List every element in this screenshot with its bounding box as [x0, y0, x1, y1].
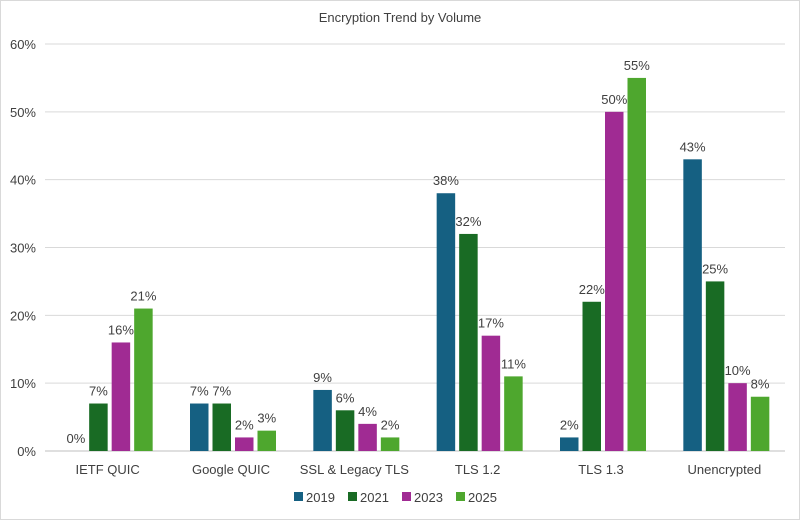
data-label: 0% — [67, 431, 86, 446]
bar-2025 — [627, 77, 646, 452]
data-label: 38% — [433, 173, 459, 188]
data-label: 2% — [381, 417, 400, 432]
legend-label: 2025 — [468, 490, 497, 505]
bar-2021 — [459, 233, 478, 451]
data-label: 22% — [579, 282, 605, 297]
bar-2025 — [380, 437, 400, 451]
data-label: 7% — [212, 384, 231, 399]
x-tick-label: TLS 1.3 — [578, 462, 624, 477]
bar-2023 — [358, 423, 377, 451]
data-label: 16% — [108, 322, 134, 337]
data-label: 21% — [130, 289, 156, 304]
bar-2021 — [582, 301, 601, 451]
data-label: 7% — [89, 384, 108, 399]
legend-label: 2019 — [306, 490, 335, 505]
bar-2025 — [750, 396, 770, 451]
y-tick-label: 30% — [10, 241, 36, 256]
bar-2019 — [436, 193, 456, 451]
data-label: 8% — [751, 377, 770, 392]
data-label: 9% — [313, 370, 332, 385]
bar-2023 — [605, 111, 624, 451]
data-label: 11% — [501, 356, 526, 371]
data-label: 7% — [190, 384, 209, 399]
bar-2023 — [111, 342, 131, 451]
data-label: 50% — [601, 92, 627, 107]
x-tick-label: TLS 1.2 — [455, 462, 501, 477]
data-label: 55% — [624, 58, 650, 73]
y-tick-label: 50% — [10, 105, 36, 120]
bar-2021 — [705, 281, 725, 451]
bar-2025 — [134, 308, 153, 451]
legend-swatch-2019 — [294, 492, 303, 501]
data-label: 17% — [478, 316, 504, 331]
bar-2025 — [504, 376, 523, 451]
data-label: 3% — [257, 411, 276, 426]
bar-2021 — [89, 403, 108, 451]
bar-2019 — [560, 437, 579, 451]
x-tick-label: Google QUIC — [192, 462, 270, 477]
data-label: 10% — [725, 363, 751, 378]
bar-2021 — [212, 403, 231, 451]
data-label: 25% — [702, 261, 728, 276]
bar-2023 — [481, 335, 501, 451]
bar-2019 — [190, 403, 209, 451]
y-tick-label: 0% — [17, 444, 36, 459]
y-tick-label: 10% — [10, 376, 36, 391]
legend-swatch-2025 — [456, 492, 465, 501]
bar-2021 — [335, 410, 355, 451]
data-label: 43% — [680, 139, 706, 154]
x-tick-label: Unencrypted — [687, 462, 761, 477]
bar-2023 — [728, 383, 747, 451]
x-tick-label: IETF QUIC — [76, 462, 140, 477]
data-label: 2% — [235, 417, 254, 432]
chart-title: Encryption Trend by Volume — [319, 10, 482, 25]
y-tick-label: 20% — [10, 308, 36, 323]
y-tick-label: 60% — [10, 37, 36, 52]
legend-label: 2021 — [360, 490, 389, 505]
data-label: 32% — [455, 214, 481, 229]
bar-2025 — [257, 430, 276, 451]
x-tick-label: SSL & Legacy TLS — [300, 462, 409, 477]
data-label: 6% — [336, 390, 355, 405]
bar-2019 — [313, 389, 332, 451]
legend-swatch-2021 — [348, 492, 357, 501]
bar-2023 — [235, 437, 254, 451]
legend-label: 2023 — [414, 490, 443, 505]
legend-swatch-2023 — [402, 492, 411, 501]
data-label: 2% — [560, 417, 579, 432]
y-tick-label: 40% — [10, 173, 36, 188]
bar-2019 — [683, 159, 702, 452]
data-label: 4% — [358, 404, 377, 419]
